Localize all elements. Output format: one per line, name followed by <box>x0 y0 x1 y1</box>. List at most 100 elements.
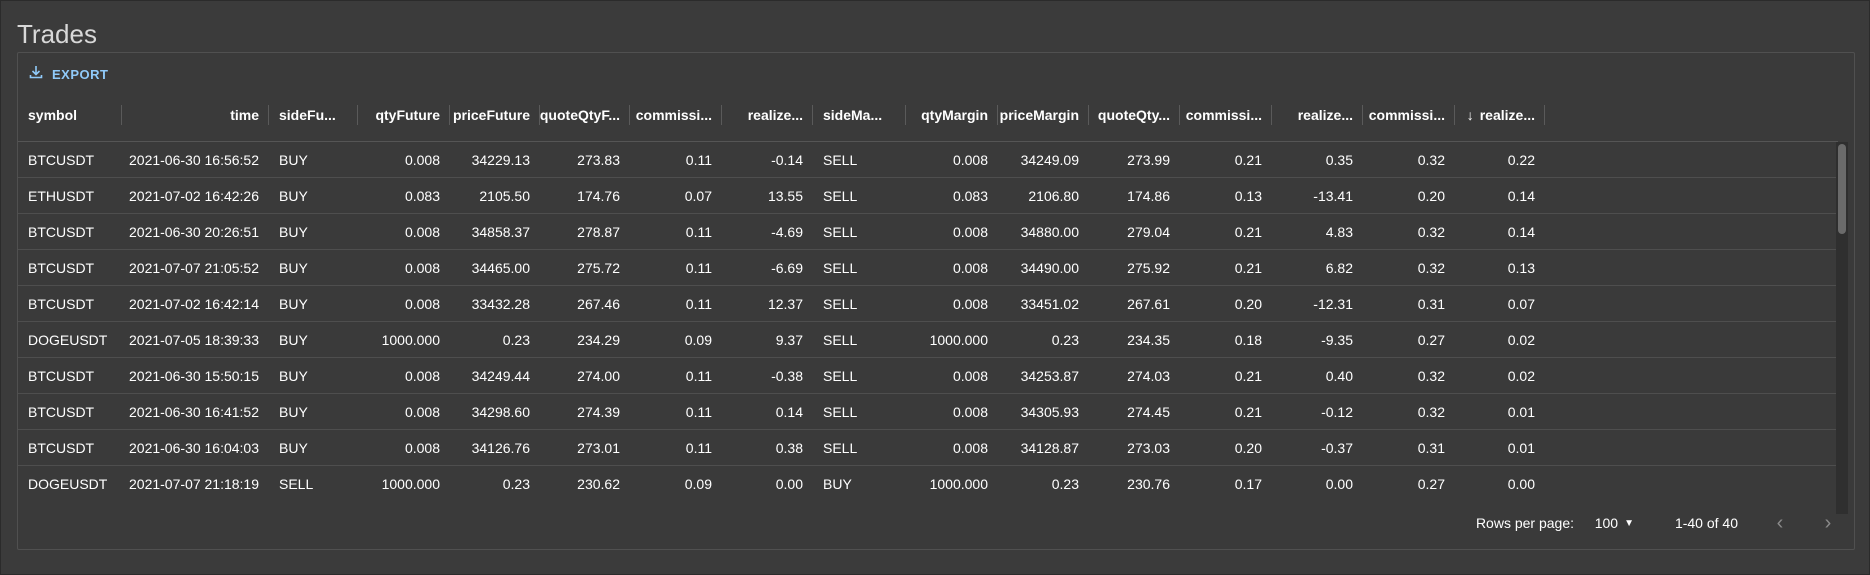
table-cell: BUY <box>279 223 308 240</box>
table-cell: 174.76 <box>577 187 620 204</box>
chevron-right-icon[interactable]: › <box>1824 512 1832 534</box>
column-header-label: quoteQty... <box>1097 107 1170 123</box>
column-header[interactable]: realize... <box>722 89 813 141</box>
table-row[interactable]: BTCUSDT 2021-07-02 16:42:14 BUY 0.008 33432.… <box>18 286 1838 322</box>
table-cell: 0.20 <box>1234 295 1262 312</box>
column-separator[interactable] <box>449 105 450 125</box>
column-header-label: sideFu... <box>279 107 336 123</box>
column-header[interactable]: commissi... <box>1180 89 1272 141</box>
table-cell: 0.11 <box>685 403 712 420</box>
table-cell: 2105.50 <box>479 187 530 204</box>
table-cell: BUY <box>279 259 308 276</box>
table-cell: 275.72 <box>577 259 620 276</box>
table-cell: 273.01 <box>577 439 620 456</box>
column-header[interactable]: sideFu... <box>269 89 358 141</box>
table-cell: 0.11 <box>685 223 712 240</box>
table-cell: 0.21 <box>1234 367 1262 384</box>
column-header-label: time <box>230 107 259 123</box>
column-header-label: sideMa... <box>823 107 883 123</box>
table-row[interactable]: DOGEUSDT 2021-07-05 18:39:33 BUY 1000.000 0.… <box>18 322 1838 358</box>
table-cell: 2021-06-30 20:26:51 <box>129 223 259 240</box>
column-header-label: commissi... <box>1185 107 1262 123</box>
column-separator[interactable] <box>1179 105 1180 125</box>
export-button[interactable]: EXPORT <box>28 63 108 85</box>
data-grid-panel: EXPORT symbol time sideFu... qtyFuture price… <box>17 52 1855 550</box>
column-separator[interactable] <box>905 105 906 125</box>
scrollbar-thumb[interactable] <box>1838 144 1846 234</box>
table-cell: 2021-06-30 16:56:52 <box>129 151 259 168</box>
table-cell: 0.008 <box>404 259 440 276</box>
column-header[interactable]: realize... <box>1272 89 1363 141</box>
table-row[interactable]: BTCUSDT 2021-06-30 16:41:52 BUY 0.008 34298.… <box>18 394 1838 430</box>
vertical-scrollbar[interactable] <box>1836 142 1848 514</box>
column-header-label: symbol <box>28 107 78 123</box>
export-label: EXPORT <box>52 66 109 82</box>
column-header[interactable]: quoteQty... <box>1089 89 1180 141</box>
table-cell: 34253.87 <box>1020 367 1079 384</box>
column-header[interactable]: commissi... <box>1363 89 1455 141</box>
column-header[interactable]: priceFuture <box>450 89 540 141</box>
table-cell: 2106.80 <box>1028 187 1079 204</box>
table-cell: 0.32 <box>1417 259 1445 276</box>
column-separator[interactable] <box>1544 105 1545 125</box>
column-header-label: quoteQtyF... <box>540 107 620 123</box>
table-cell: 274.00 <box>577 367 620 384</box>
table-cell: BTCUSDT <box>28 367 95 384</box>
column-separator[interactable] <box>1362 105 1363 125</box>
table-cell: 275.92 <box>1127 259 1170 276</box>
table-cell: 0.38 <box>775 439 803 456</box>
table-row[interactable]: BTCUSDT 2021-06-30 20:26:51 BUY 0.008 34858.… <box>18 214 1838 250</box>
table-cell: 0.008 <box>952 223 988 240</box>
column-header[interactable]: commissi... <box>630 89 722 141</box>
column-separator[interactable] <box>539 105 540 125</box>
table-cell: -6.69 <box>771 259 803 276</box>
column-header[interactable]: time <box>122 89 269 141</box>
table-cell: 0.11 <box>685 295 712 312</box>
table-cell: 0.21 <box>1234 403 1262 420</box>
column-separator[interactable] <box>1271 105 1272 125</box>
column-separator[interactable] <box>629 105 630 125</box>
column-separator[interactable] <box>997 105 998 125</box>
table-row[interactable]: ETHUSDT 2021-07-02 16:42:26 BUY 0.083 2105.5… <box>18 178 1838 214</box>
table-cell: 234.29 <box>577 331 620 348</box>
table-row[interactable]: BTCUSDT 2021-06-30 15:50:15 BUY 0.008 34249.… <box>18 358 1838 394</box>
table-cell: 0.00 <box>1325 475 1353 492</box>
table-row[interactable]: BTCUSDT 2021-06-30 16:56:52 BUY 0.008 34229.… <box>18 142 1838 178</box>
rows-per-page-select[interactable]: 100 ▼ <box>1595 515 1634 531</box>
table-cell: 0.09 <box>684 331 712 348</box>
table-cell: 9.37 <box>775 331 803 348</box>
column-header[interactable]: priceMargin <box>998 89 1089 141</box>
column-header[interactable]: quoteQtyF... <box>540 89 630 141</box>
table-cell: 0.11 <box>685 151 712 168</box>
column-header[interactable]: qtyMargin <box>906 89 998 141</box>
table-cell: 0.008 <box>952 439 988 456</box>
table-cell: SELL <box>823 295 858 312</box>
table-row[interactable]: BTCUSDT 2021-07-07 21:05:52 BUY 0.008 34465.… <box>18 250 1838 286</box>
column-header-label: commissi... <box>635 107 712 123</box>
table-cell: 34249.44 <box>471 367 530 384</box>
table-cell: 2021-07-07 21:18:19 <box>129 475 259 492</box>
column-separator[interactable] <box>121 105 122 125</box>
column-header[interactable]: sideMa... <box>813 89 906 141</box>
table-cell: 0.008 <box>952 367 988 384</box>
chevron-left-icon[interactable]: ‹ <box>1776 512 1784 534</box>
column-separator[interactable] <box>268 105 269 125</box>
table-cell: 0.008 <box>404 439 440 456</box>
column-separator[interactable] <box>1454 105 1455 125</box>
table-cell: BUY <box>279 187 308 204</box>
table-row[interactable]: DOGEUSDT 2021-07-07 21:18:19 SELL 1000.000 0… <box>18 466 1838 499</box>
column-separator[interactable] <box>357 105 358 125</box>
column-separator[interactable] <box>812 105 813 125</box>
table-row[interactable]: BTCUSDT 2021-06-30 16:04:03 BUY 0.008 34126.… <box>18 430 1838 466</box>
table-cell: 273.83 <box>577 151 620 168</box>
column-header[interactable]: ↓ realize... <box>1455 89 1545 141</box>
table-cell: 0.008 <box>404 223 440 240</box>
column-separator[interactable] <box>1088 105 1089 125</box>
table-cell: 13.55 <box>767 187 803 204</box>
table-cell: BUY <box>279 439 308 456</box>
column-header[interactable]: qtyFuture <box>358 89 450 141</box>
column-header[interactable]: symbol <box>18 89 122 141</box>
table-cell: 33432.28 <box>471 295 530 312</box>
table-cell: 0.14 <box>1507 223 1535 240</box>
column-separator[interactable] <box>721 105 722 125</box>
